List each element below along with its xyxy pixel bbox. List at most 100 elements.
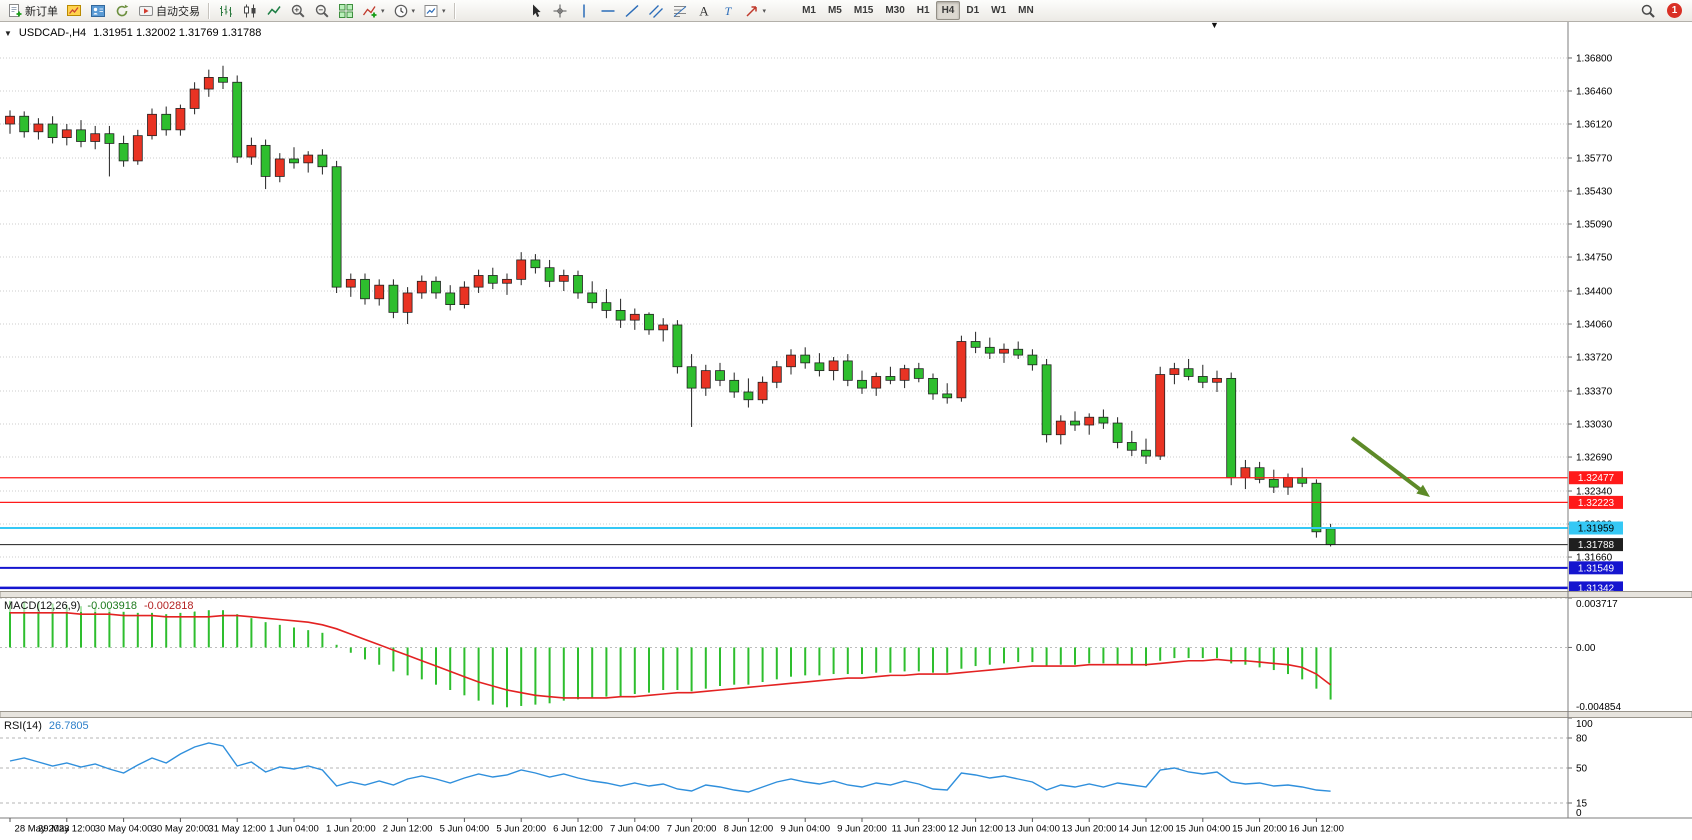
macd-tick-label: 0.003717	[1576, 599, 1618, 610]
timeframe-w1[interactable]: W1	[991, 5, 1007, 16]
candle-body	[1141, 449, 1151, 457]
candle-body	[956, 341, 967, 399]
candles-series	[5, 65, 1336, 547]
candle-body	[942, 393, 953, 399]
macd-name-label: MACD(12,26,9)	[4, 600, 81, 612]
candle-body	[374, 284, 385, 300]
price-badge-label: 1.32477	[1578, 473, 1615, 484]
time-label: 15 Jun 20:00	[1232, 824, 1287, 835]
ohlc-values-label: 1.31951 1.32002 1.31769 1.31788	[93, 27, 262, 39]
toolbar-group: 自动交易	[134, 1, 204, 20]
time-label: 13 Jun 20:00	[1062, 824, 1117, 835]
chart-canvas[interactable]: 1.36800 1.36460 1.36120 1.35770 1.35430 1.350…	[0, 22, 1692, 840]
pane-splitter[interactable]	[0, 591, 1692, 598]
time-label: 1 Jun 04:00	[269, 824, 319, 835]
candlestick-chart-button[interactable]	[238, 1, 262, 20]
timeframe-m5[interactable]: M5	[827, 5, 842, 16]
crosshair-button[interactable]	[548, 1, 572, 20]
candle-body	[189, 88, 200, 109]
horizontal-lines	[0, 477, 1568, 590]
price-badge-label: 1.32223	[1578, 498, 1615, 509]
timeframe-m1[interactable]: M1	[802, 5, 816, 16]
toolbar-separator	[453, 2, 456, 19]
pane-splitter[interactable]	[0, 711, 1692, 718]
zoom-out-button[interactable]	[310, 1, 334, 20]
arrow-annotation[interactable]	[1350, 436, 1430, 497]
candle-body	[76, 129, 86, 142]
new-chart-button[interactable]	[62, 1, 86, 20]
candle-body	[1084, 416, 1095, 426]
time-label: 30 May 04:00	[95, 824, 153, 835]
one-click-trading-toggle-icon[interactable]: ▼	[4, 28, 12, 38]
candle-body	[1027, 354, 1038, 366]
cursor-button[interactable]	[524, 1, 548, 20]
macd-tick-label: -0.004854	[1576, 702, 1621, 713]
chart-window[interactable]: 1.36800 1.36460 1.36120 1.35770 1.35430 1.350…	[0, 20, 1692, 840]
candle-body	[1325, 528, 1336, 546]
time-label: 1 Jun 20:00	[326, 824, 376, 835]
zoom-in-button[interactable]	[286, 1, 310, 20]
time-label: 11 Jun 23:00	[892, 824, 946, 835]
candle-body	[573, 275, 583, 294]
templates-button[interactable]: ▾	[419, 1, 450, 20]
time-label: 12 Jun 12:00	[948, 824, 1003, 835]
candle-body	[1268, 478, 1279, 488]
tile-windows-button[interactable]	[334, 1, 358, 20]
profiles-button[interactable]	[86, 1, 110, 20]
candle-body	[729, 379, 740, 393]
trendline-button[interactable]	[620, 1, 644, 20]
candle-body	[1311, 482, 1322, 533]
search-button[interactable]	[1636, 1, 1660, 20]
new-order-button[interactable]: 新订单	[3, 1, 62, 20]
rsi-tick-label: 50	[1576, 764, 1588, 775]
candle-body	[445, 292, 456, 306]
indicators-button[interactable]: ▾	[358, 1, 389, 20]
time-label: 16 Jun 12:00	[1289, 824, 1344, 835]
fibonacci-button[interactable]	[668, 1, 692, 20]
refresh-button[interactable]	[110, 1, 134, 20]
price-badge-label: 1.31959	[1578, 524, 1615, 535]
candle-body	[1013, 348, 1024, 356]
timeframe-h1[interactable]: H1	[916, 5, 930, 16]
bar-chart-button[interactable]	[214, 1, 238, 20]
text-button[interactable]: A	[692, 1, 716, 20]
dropdown-caret-icon: ▾	[762, 7, 767, 15]
macd-signal-line	[10, 612, 1332, 699]
periods-button[interactable]: ▾	[389, 1, 420, 20]
time-label: 2 Jun 12:00	[383, 824, 433, 835]
arrows-button[interactable]: ▾	[740, 1, 771, 20]
channel-button[interactable]	[644, 1, 668, 20]
price-axis[interactable]: 1.36800 1.36460 1.36120 1.35770 1.35430 1.350…	[1568, 53, 1621, 819]
rsi-name-label: RSI(14)	[4, 720, 42, 732]
rsi-line	[9, 742, 1331, 793]
candle-body	[5, 115, 15, 125]
autotrading-button[interactable]: 自动交易	[134, 1, 204, 20]
rsi-value: 26.7805	[48, 720, 89, 732]
fibonacci-icon	[672, 3, 688, 19]
price-badge	[1569, 471, 1623, 485]
horizontal-line-button[interactable]	[596, 1, 620, 20]
line-chart-icon	[266, 3, 282, 19]
price-badge	[1569, 521, 1623, 535]
notifications-badge[interactable]: 1	[1667, 3, 1682, 18]
candle-body	[431, 280, 441, 294]
text-label-button[interactable]: T	[716, 1, 740, 20]
timeframe-m30[interactable]: M30	[885, 5, 905, 16]
candle-body	[544, 267, 555, 282]
timeframe-mn[interactable]: MN	[1018, 5, 1034, 16]
toolbar-group	[62, 1, 134, 20]
candle-body	[274, 158, 285, 177]
price-tick-label: 1.36460	[1576, 86, 1613, 97]
candle-body	[388, 284, 399, 313]
candle-body	[360, 278, 370, 300]
timeframe-d1[interactable]: D1	[966, 5, 980, 16]
zoom-out-icon	[314, 3, 330, 19]
timeframe-m15[interactable]: M15	[853, 5, 874, 16]
candle-body	[33, 123, 44, 133]
time-label: 13 Jun 04:00	[1005, 824, 1060, 835]
line-chart-button[interactable]	[262, 1, 286, 20]
chart-shift-marker[interactable]: ▼	[1210, 20, 1219, 30]
vertical-line-button[interactable]	[572, 1, 596, 20]
timeframe-h4[interactable]: H4	[935, 1, 961, 20]
